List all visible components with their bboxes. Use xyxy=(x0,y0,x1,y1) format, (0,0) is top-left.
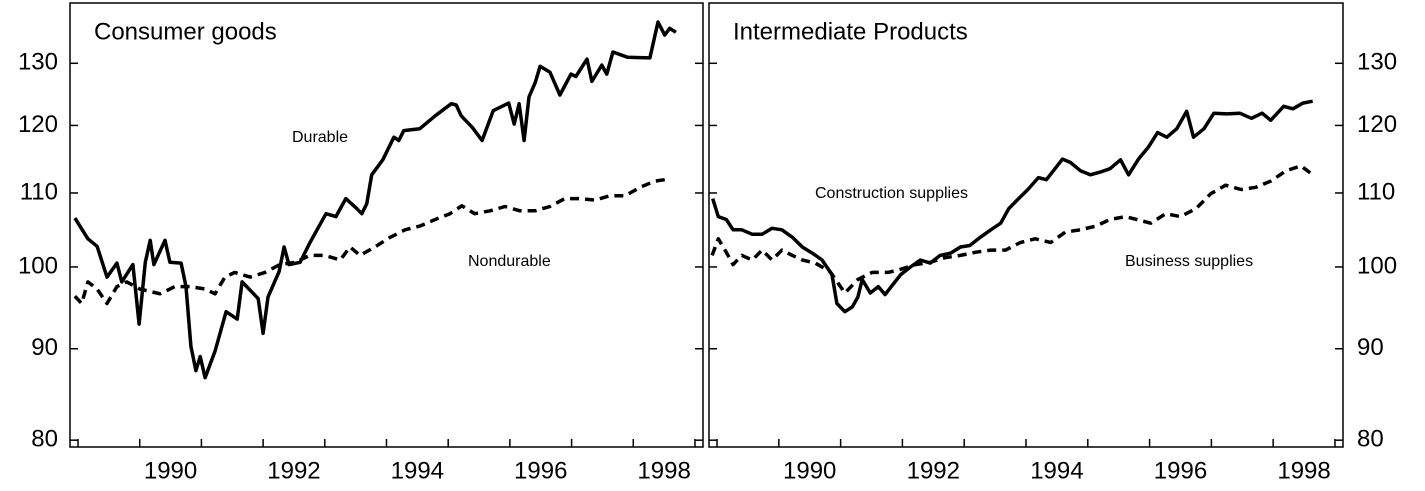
series-label: Nondurable xyxy=(468,253,551,270)
y-tick-label: 90 xyxy=(1357,334,1384,361)
series-label: Business supplies xyxy=(1125,253,1253,270)
x-tick-label: 1992 xyxy=(267,457,320,484)
y-tick-label: 80 xyxy=(31,426,58,453)
x-tick-label: 1998 xyxy=(637,457,690,484)
series-label: Construction supplies xyxy=(815,185,968,202)
series-label: Durable xyxy=(292,129,348,146)
y-tick-label: 80 xyxy=(1357,426,1384,453)
y-tick-label: 100 xyxy=(1357,252,1397,279)
x-tick-label: 1998 xyxy=(1277,457,1330,484)
y-tick-label: 100 xyxy=(18,252,58,279)
x-tick-label: 1990 xyxy=(783,457,836,484)
y-tick-label: 110 xyxy=(1357,178,1395,205)
panel: Consumer goods 80 90 100 110 120 130 1990 1992 19… xyxy=(18,2,704,484)
y-tick-label: 130 xyxy=(18,49,58,76)
x-tick-label: 1992 xyxy=(907,457,960,484)
series-line xyxy=(711,99,1314,314)
x-tick-label: 1994 xyxy=(391,457,444,484)
x-tick-label: 1990 xyxy=(144,457,197,484)
series-line xyxy=(73,177,670,306)
series-line xyxy=(73,20,677,380)
panel-title: Intermediate Products xyxy=(733,18,968,45)
y-tick-label: 110 xyxy=(20,178,58,205)
panel-title: Consumer goods xyxy=(94,18,277,45)
x-tick-label: 1996 xyxy=(514,457,567,484)
panel: Intermediate Products 80 90 100 110 120 130 199… xyxy=(708,2,1397,484)
y-tick-label: 90 xyxy=(31,334,58,361)
x-tick-label: 1996 xyxy=(1154,457,1207,484)
plot-frame xyxy=(708,2,1344,448)
x-tick-label: 1994 xyxy=(1030,457,1083,484)
series-line xyxy=(710,164,1314,295)
y-tick-label: 120 xyxy=(18,111,58,138)
y-tick-label: 130 xyxy=(1357,49,1397,76)
y-tick-label: 120 xyxy=(1357,111,1397,138)
